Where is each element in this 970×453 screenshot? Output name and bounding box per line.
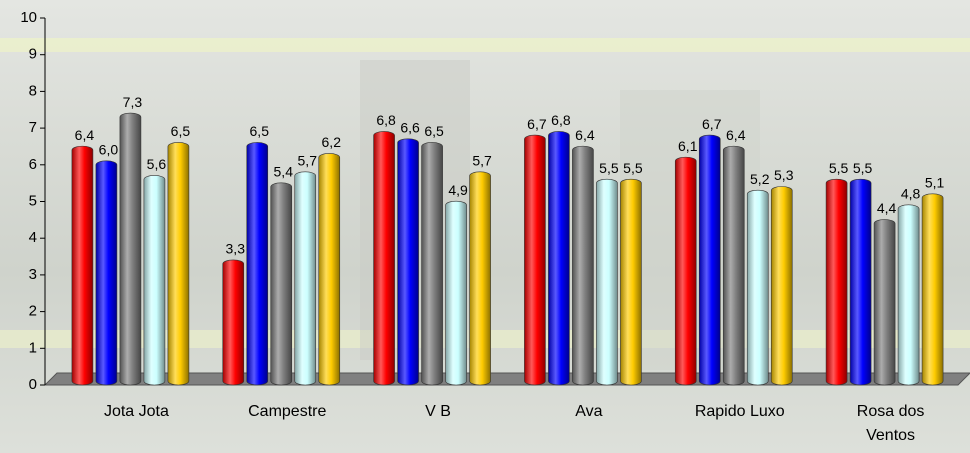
bar <box>294 171 317 386</box>
value-label: 6,4 <box>75 127 95 143</box>
value-label: 6,6 <box>400 119 420 135</box>
x-tick-label: Rosa dos Ventos <box>856 403 925 444</box>
value-label: 4,8 <box>901 186 921 202</box>
y-tick-label: 9 <box>29 46 37 63</box>
bar <box>620 178 642 386</box>
value-label: 7,3 <box>123 94 143 110</box>
value-label: 5,1 <box>925 175 945 191</box>
value-label: 6,2 <box>322 134 342 150</box>
bar <box>222 259 245 386</box>
value-label: 4,4 <box>877 200 897 216</box>
value-label: 6,5 <box>424 123 444 139</box>
y-tick-label: 0 <box>29 376 37 393</box>
value-label: 6,8 <box>376 112 396 128</box>
value-label: 6,1 <box>678 138 698 154</box>
bar <box>445 200 467 386</box>
bar <box>95 160 118 386</box>
bar <box>318 153 341 386</box>
value-label: 5,5 <box>599 160 619 176</box>
value-label: 5,7 <box>298 153 318 169</box>
value-label: 6,8 <box>551 112 571 128</box>
y-tick-label: 8 <box>29 82 37 99</box>
value-label: 5,7 <box>472 153 492 169</box>
bar <box>674 156 697 386</box>
value-label: 6,4 <box>726 127 746 143</box>
bar <box>373 131 395 386</box>
bar <box>548 131 570 386</box>
y-tick-label: 3 <box>29 266 37 283</box>
x-tick-label: Rapido Luxo <box>694 403 785 420</box>
y-tick-label: 7 <box>29 119 37 136</box>
bar <box>849 178 872 386</box>
y-tick-label: 2 <box>29 303 37 320</box>
bar <box>246 142 269 386</box>
value-label: 6,5 <box>171 123 191 139</box>
bar <box>143 175 166 386</box>
value-label: 5,5 <box>623 160 643 176</box>
bar <box>897 204 920 386</box>
bar <box>722 145 745 386</box>
value-label: 3,3 <box>226 241 246 257</box>
value-label: 5,4 <box>274 164 294 180</box>
y-tick-label: 4 <box>29 229 37 246</box>
y-tick-label: 10 <box>20 9 37 26</box>
value-label: 6,0 <box>99 142 119 158</box>
bar <box>825 178 848 386</box>
value-label: 5,5 <box>853 160 873 176</box>
bar <box>698 134 721 386</box>
x-tick-label: Jota Jota <box>103 403 169 420</box>
bar <box>873 219 896 386</box>
bar <box>572 145 594 386</box>
plot: 6,46,07,35,66,53,36,55,45,76,26,8 6,6 6,54… <box>71 94 945 386</box>
y-tick-label: 1 <box>29 339 37 356</box>
bar <box>167 142 190 386</box>
bar <box>397 138 419 386</box>
bar <box>746 189 769 386</box>
value-label: 5,6 <box>147 156 167 172</box>
background-band <box>0 38 970 52</box>
value-label: 6,7 <box>702 116 722 132</box>
x-tick-label: Ava <box>575 403 603 420</box>
bar <box>524 134 546 386</box>
bar <box>921 193 944 386</box>
value-label: 5,5 <box>829 160 849 176</box>
bar <box>469 171 491 386</box>
x-tick-label: Campestre <box>248 403 327 420</box>
value-label: 6,7 <box>527 116 547 132</box>
y-tick-label: 6 <box>29 156 37 173</box>
bar <box>119 112 142 386</box>
value-label: 5,2 <box>750 171 770 187</box>
value-label: 5,3 <box>774 167 794 183</box>
y-tick-label: 5 <box>29 192 37 209</box>
value-label: 6,4 <box>575 127 595 143</box>
x-tick-label: V B <box>425 403 451 420</box>
bar <box>596 178 618 386</box>
bar <box>770 186 793 386</box>
value-label: 4,9 <box>448 182 468 198</box>
value-label: 6,5 <box>250 123 270 139</box>
bar <box>270 182 293 386</box>
bar <box>421 142 443 386</box>
bar <box>71 145 94 386</box>
